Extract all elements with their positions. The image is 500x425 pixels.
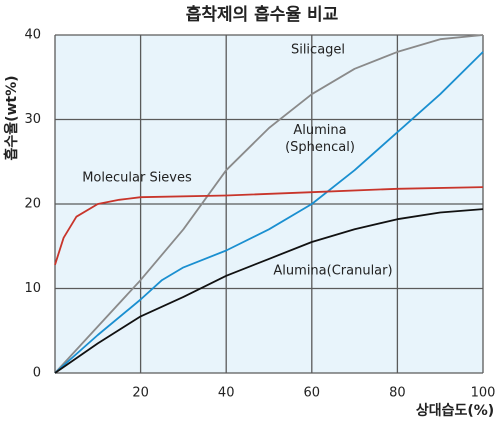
series-label: Alumina (Sphencal) (285, 123, 355, 155)
y-tick-label: 0 (33, 366, 41, 381)
line (54, 51, 484, 374)
series-label: Silicagel (291, 43, 345, 58)
line (54, 186, 484, 266)
y-axis-label: 흡수율(wt%) (3, 75, 20, 160)
series-label: Molecular Sieves (82, 171, 192, 186)
y-tick-label: 40 (24, 28, 41, 43)
x-axis-label: 상대습도(%) (416, 403, 494, 419)
x-tick-label: 60 (304, 386, 321, 401)
line (54, 208, 484, 374)
x-tick-label: 40 (218, 386, 235, 401)
x-tick-label: 80 (389, 386, 406, 401)
series-label: Alumina(Cranular) (273, 264, 392, 279)
y-tick-label: 30 (24, 112, 41, 127)
x-tick-label: 20 (132, 386, 149, 401)
y-tick-label: 10 (24, 281, 41, 296)
y-tick-label: 20 (24, 197, 41, 212)
chart-title: 흡착제의 흡수율 비교 (186, 4, 339, 25)
line (54, 34, 484, 374)
x-tick-label: 100 (471, 386, 496, 401)
